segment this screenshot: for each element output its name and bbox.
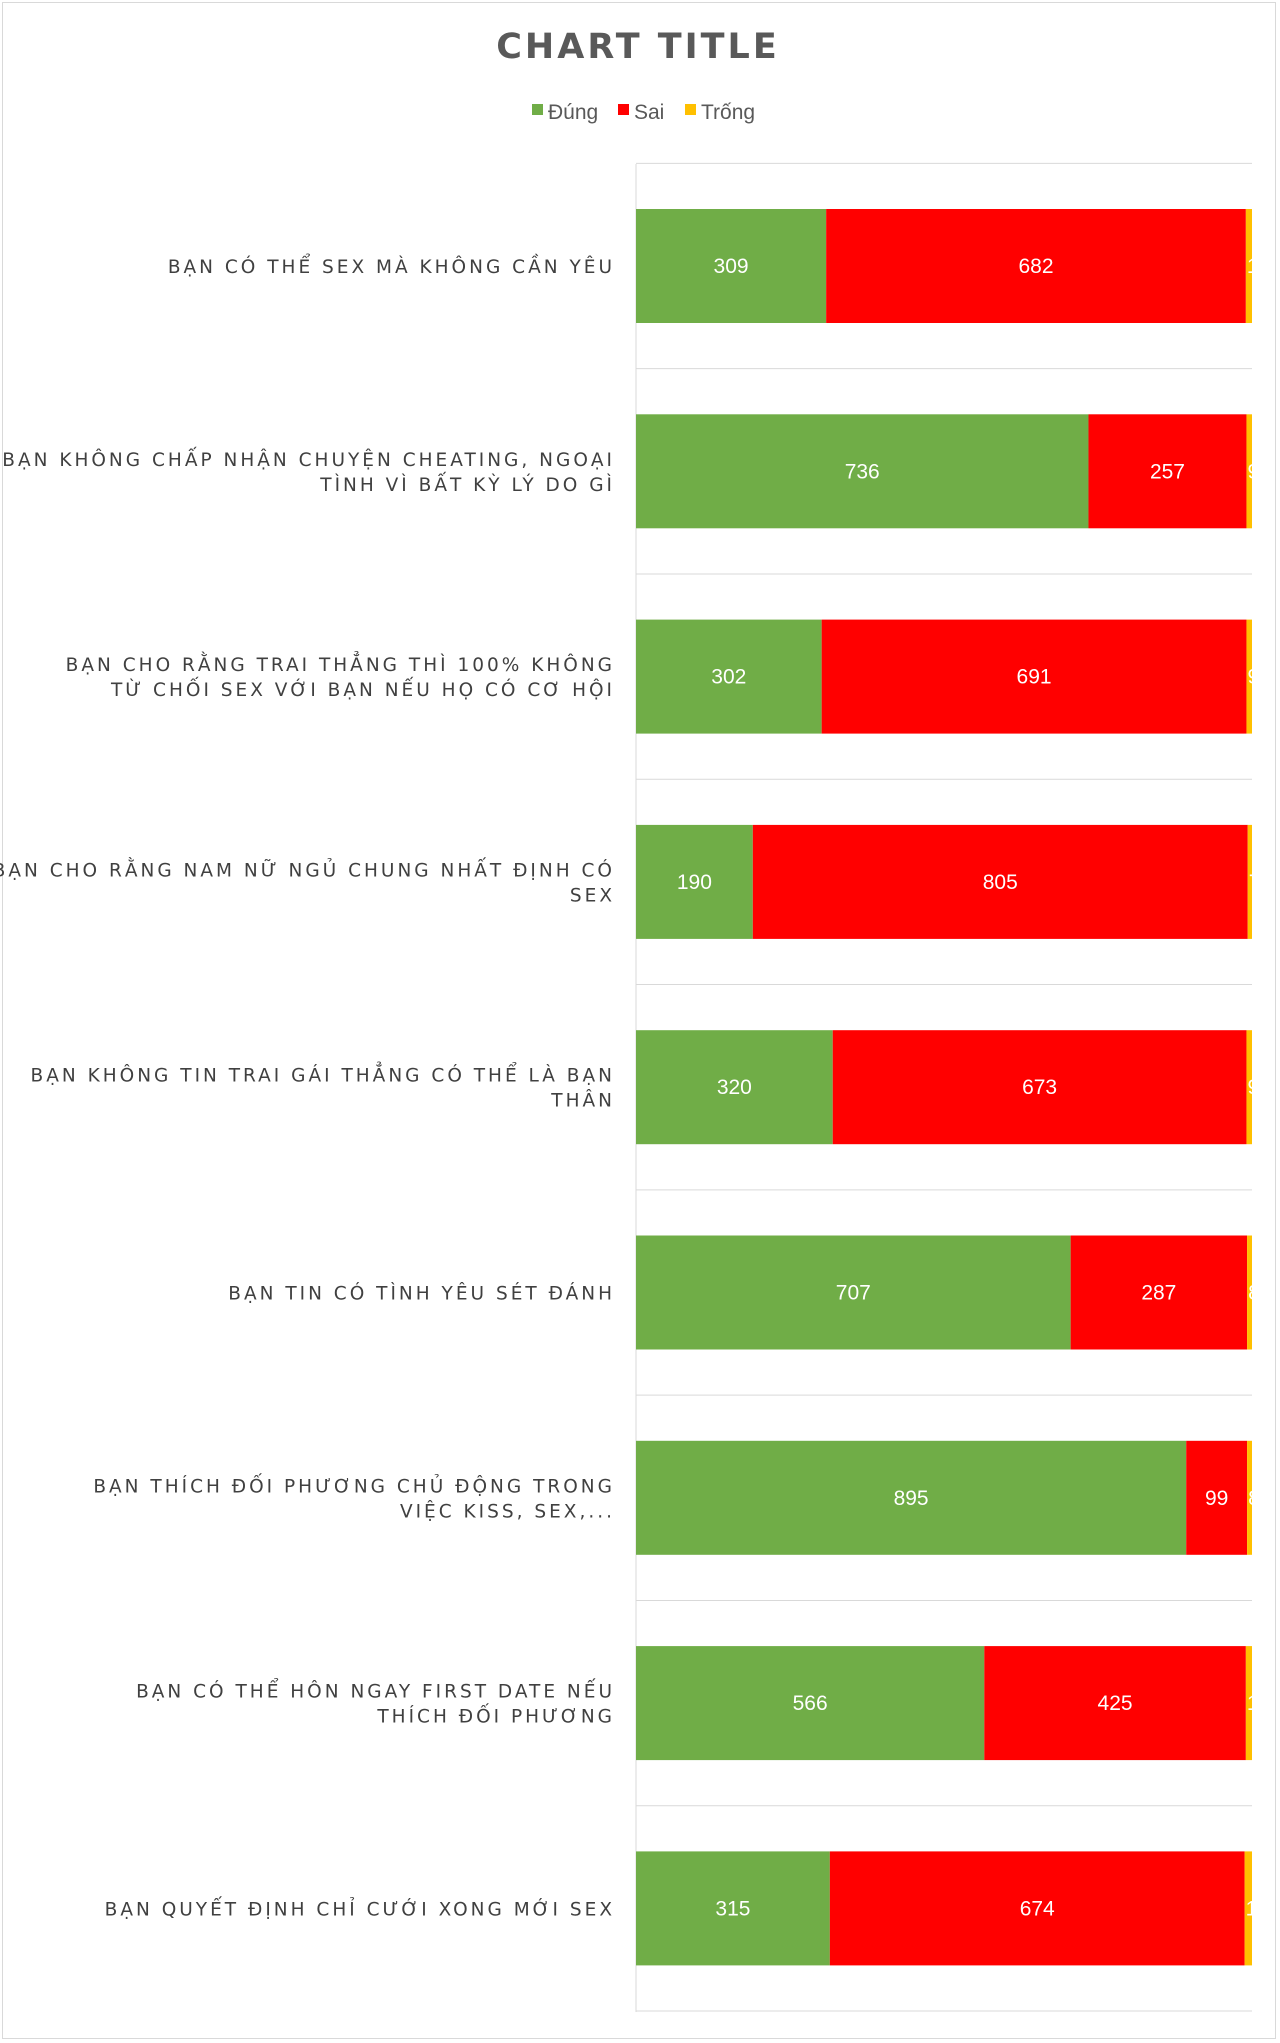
bar-segment [1247, 824, 1252, 939]
data-label: 673 [1022, 1076, 1057, 1099]
data-label: 8 [1248, 1487, 1260, 1510]
legend-swatch-0 [532, 104, 543, 115]
bar-segment [636, 1646, 985, 1761]
bar-segment [821, 619, 1247, 734]
bar-segment [752, 824, 1248, 939]
data-label: 190 [677, 871, 712, 894]
category-label: BẠN KHÔNG CHẤP NHẬN CHUYỆN CHEATING, NGO… [2, 447, 615, 496]
bar-segment [1186, 1440, 1248, 1555]
bar-segment [1246, 619, 1252, 734]
bar-segment [1247, 1235, 1252, 1350]
bar-segment [832, 1030, 1247, 1145]
legend-swatch-1 [618, 104, 629, 115]
data-label: 895 [894, 1487, 929, 1510]
bar-segment [1246, 414, 1252, 529]
category-label: BẠN KHÔNG TIN TRAI GÁI THẲNG CÓ THỂ LÀ B… [31, 1063, 615, 1112]
data-label: 805 [983, 871, 1018, 894]
data-label: 1 [1246, 1897, 1258, 1920]
bar-segment [1244, 1851, 1252, 1966]
data-label: 315 [715, 1897, 750, 1920]
data-label: 302 [711, 666, 746, 689]
data-label: 257 [1150, 460, 1185, 483]
bar-segment [636, 1235, 1071, 1350]
bar-segment [1245, 209, 1252, 323]
bar-segment [1247, 1440, 1252, 1555]
category-label: BẠN QUYẾT ĐỊNH CHỈ CƯỚI XONG MỚI SEX [105, 1896, 615, 1920]
bar-segment [636, 1030, 833, 1145]
data-label: 9 [1247, 1076, 1259, 1099]
data-label: 736 [845, 460, 880, 483]
bar-segment [826, 209, 1246, 323]
data-label: 287 [1141, 1282, 1176, 1305]
legend-label-2: Trống [701, 101, 755, 124]
bar-segment [636, 619, 822, 734]
category-label: BẠN CÓ THỂ SEX MÀ KHÔNG CẦN YÊU [168, 254, 615, 278]
bar-segment [1246, 1030, 1252, 1145]
category-label: BẠN TIN CÓ TÌNH YÊU SÉT ĐÁNH [228, 1283, 615, 1305]
data-label: 9 [1247, 460, 1259, 483]
data-label: 1 [1247, 1692, 1259, 1715]
legend-label-0: Đúng [548, 101, 598, 124]
data-label: 9 [1247, 666, 1259, 689]
bars: 309 682 1 736 257 9 302 691 9 190 805 7 320 673 9 707 28… [636, 209, 1261, 1966]
bar-segment [1088, 414, 1247, 529]
data-label: 320 [717, 1076, 752, 1099]
bar-segment [829, 1851, 1245, 1966]
category-label: BẠN CHO RẰNG NAM NỮ NGỦ CHUNG NHẤT ĐỊNH … [0, 857, 615, 906]
bar-segment [1245, 1646, 1252, 1761]
bar-segment [636, 824, 753, 939]
bar-segment [636, 414, 1089, 529]
data-label: 682 [1018, 255, 1053, 278]
legend-label-1: Sai [634, 101, 664, 124]
legend-swatch-2 [685, 104, 696, 115]
bar-segment [984, 1646, 1246, 1761]
data-label: 99 [1205, 1487, 1228, 1510]
data-label: 425 [1098, 1692, 1133, 1715]
data-label: 1 [1247, 255, 1259, 278]
data-label: 8 [1248, 1282, 1260, 1305]
category-labels: BẠN CÓ THỂ SEX MÀ KHÔNG CẦN YÊU BẠN KHÔNG… [0, 254, 615, 1920]
data-label: 7 [1249, 871, 1261, 894]
category-label: BẠN THÍCH ĐỐI PHƯƠNG CHỦ ĐỘNG TRONG VIỆC … [93, 1473, 615, 1522]
data-label: 674 [1020, 1897, 1055, 1920]
data-label: 566 [793, 1692, 828, 1715]
data-label: 309 [714, 255, 749, 278]
bar-segment [636, 1851, 830, 1966]
bar-segment [636, 1440, 1187, 1555]
bar-segment [636, 209, 827, 323]
category-label: BẠN CÓ THỂ HÔN NGAY FIRST DATE NẾU THÍCH … [136, 1679, 615, 1728]
category-label: BẠN CHO RẰNG TRAI THẲNG THÌ 100% KHÔNG TỪ… [66, 652, 615, 701]
chart-title: CHART TITLE [496, 27, 780, 67]
bar-segment [1070, 1235, 1248, 1350]
data-label: 707 [836, 1282, 871, 1305]
legend: Đúng Sai Trống [532, 101, 755, 124]
data-label: 691 [1017, 666, 1052, 689]
